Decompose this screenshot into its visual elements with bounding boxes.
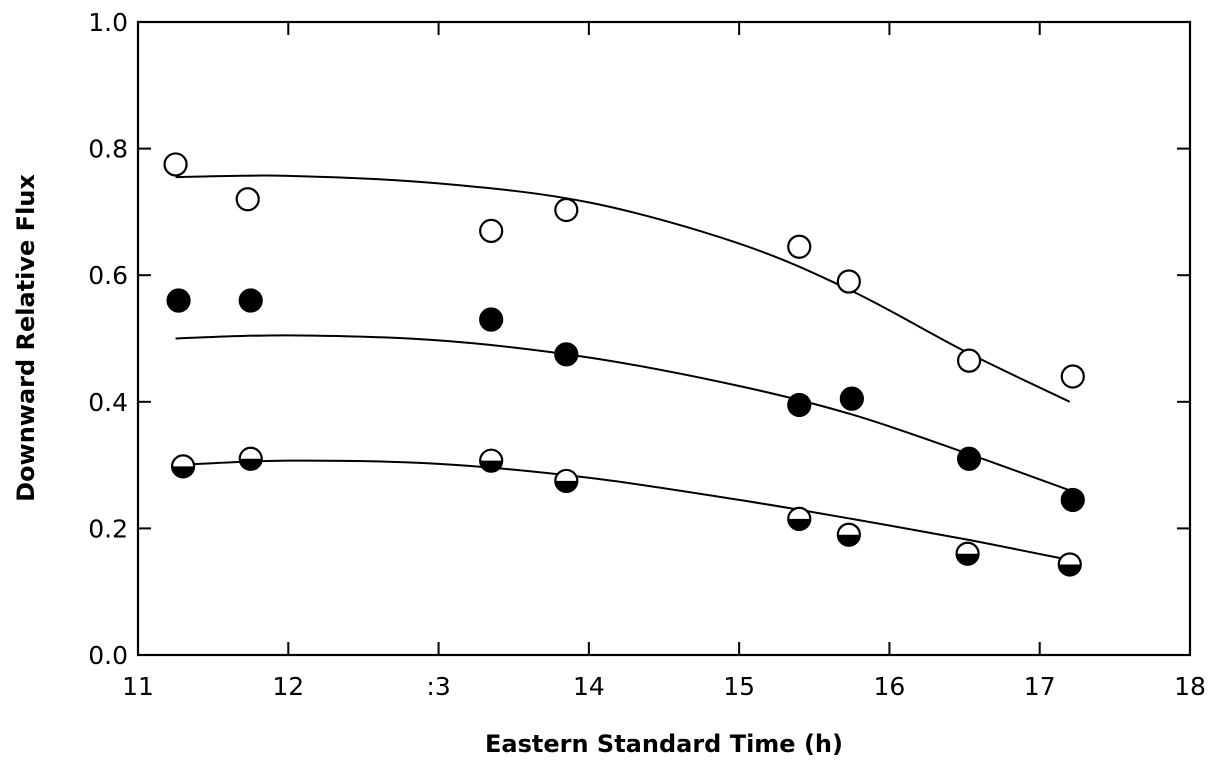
- data-point: [787, 392, 812, 418]
- x-tick-label: 17: [1024, 672, 1056, 701]
- data-point: [238, 288, 263, 313]
- y-tick-label: 1.0: [88, 8, 128, 37]
- data-point: [163, 152, 188, 177]
- data-point: [479, 307, 504, 332]
- data-point: [479, 218, 504, 243]
- data-point: [170, 454, 196, 479]
- fit-curve-series-1: [175, 174, 1071, 403]
- x-tick-label: 12: [272, 672, 304, 701]
- x-tick-label: 16: [874, 672, 906, 701]
- x-tick-label: 18: [1174, 672, 1206, 701]
- data-point: [1060, 364, 1085, 389]
- plot-frame: [136, 20, 1192, 657]
- x-tick-label: 15: [723, 672, 755, 701]
- ticks-layer: 11 12 :3 14 15 16 17 18 0.0 0.2 0.4 0.6 0.8 1.0: [88, 8, 1206, 701]
- axes-layer: [136, 20, 1192, 657]
- data-point: [787, 506, 812, 532]
- data-point: [166, 288, 191, 313]
- y-tick-label: 0.4: [88, 388, 128, 417]
- fit-curve-series-3: [175, 459, 1070, 562]
- data-point: [479, 448, 504, 473]
- data-point: [836, 522, 861, 547]
- data-point: [787, 234, 812, 259]
- x-axis-title: Eastern Standard Time (h): [485, 730, 843, 758]
- y-tick-label: 0.0: [88, 641, 128, 670]
- data-point: [554, 468, 579, 494]
- y-axis-title: Downward Relative Flux: [12, 174, 40, 502]
- y-tick-label: 0.2: [88, 514, 128, 543]
- y-tick-label: 0.6: [88, 261, 128, 290]
- data-point: [956, 446, 982, 471]
- data-point: [1060, 487, 1085, 513]
- data-point: [235, 187, 260, 212]
- x-tick-label: 14: [573, 672, 605, 701]
- x-tick-label: :3: [426, 672, 450, 701]
- data-point: [1057, 552, 1082, 577]
- fit-curve-series-2: [175, 334, 1071, 492]
- data-point: [956, 348, 982, 373]
- fit-curves-layer: [175, 174, 1071, 562]
- data-points-layer: [163, 152, 1085, 577]
- data-point: [836, 269, 861, 294]
- data-point: [955, 541, 980, 566]
- data-point: [554, 342, 579, 367]
- y-tick-label: 0.8: [88, 135, 128, 164]
- data-point: [839, 386, 864, 411]
- x-tick-label: 11: [122, 672, 154, 701]
- data-point: [238, 446, 263, 471]
- data-point: [554, 197, 579, 223]
